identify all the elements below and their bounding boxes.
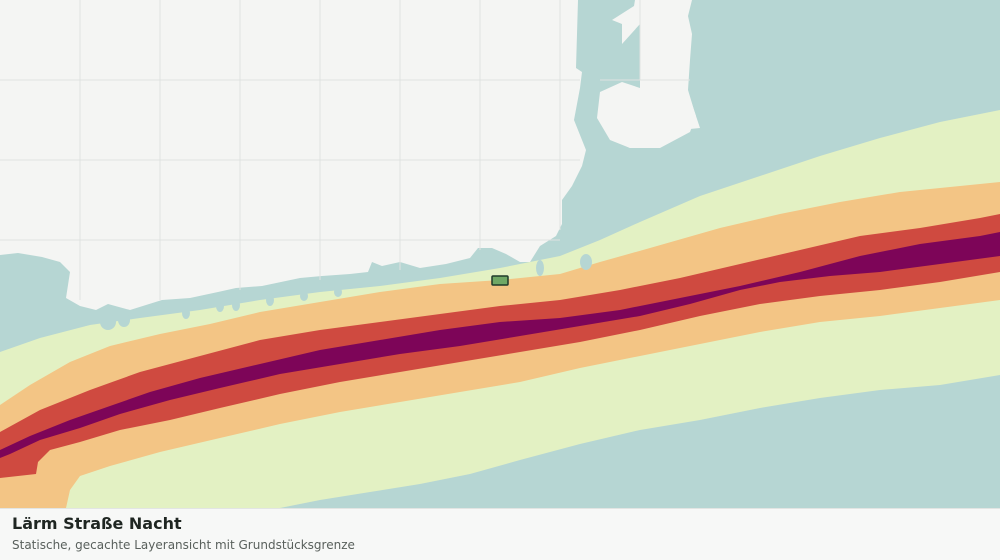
map-view[interactable] <box>0 0 1000 508</box>
land-area <box>0 0 700 310</box>
layer-title: Lärm Straße Nacht <box>12 514 182 533</box>
parcel-boundary[interactable] <box>491 275 509 286</box>
coastline-inlets <box>100 254 592 330</box>
map-grid <box>0 0 690 300</box>
land-area-east <box>598 86 696 148</box>
layer-subtitle: Statische, gecachte Layeransicht mit Gru… <box>12 538 355 552</box>
noise-band-core <box>0 232 1000 458</box>
map-caption: Lärm Straße Nacht Statische, gecachte La… <box>0 508 1000 560</box>
noise-band-high <box>0 214 1000 478</box>
